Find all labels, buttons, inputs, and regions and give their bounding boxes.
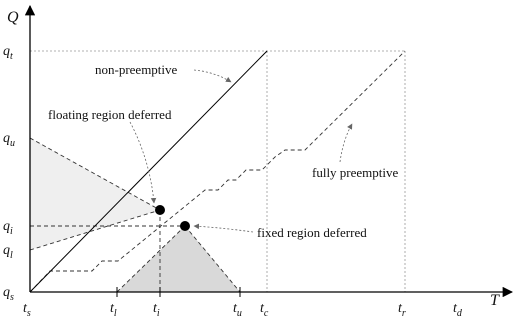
region-edge — [29, 209, 161, 251]
x-tick-label-sub: s — [27, 308, 31, 319]
x-tick-label: ts — [23, 301, 31, 319]
fixed-region — [117, 226, 240, 292]
y-tick-label-base: q — [3, 131, 10, 146]
y-tick-label-sub: s — [10, 292, 14, 303]
x-tick-label-base: t — [260, 301, 265, 316]
y-tick-label-base: q — [3, 44, 10, 59]
y-tick-label-sub: l — [10, 250, 13, 261]
x-tick-label-sub: u — [237, 308, 242, 319]
y-tick-label: qi — [3, 219, 13, 237]
arrow — [193, 223, 254, 233]
x-tick-label: tu — [233, 301, 242, 319]
point — [155, 205, 165, 215]
annotation: fully preemptive — [312, 165, 399, 180]
x-tick-label: tc — [260, 301, 269, 319]
x-tick-label-base: t — [110, 301, 115, 316]
annotation: non-preemptive — [95, 62, 178, 77]
x-tick-label-sub: i — [157, 308, 160, 319]
x-tick-label-base: t — [453, 301, 458, 316]
y-tick-label-sub: i — [10, 226, 13, 237]
point — [180, 221, 190, 231]
x-tick-label: td — [453, 301, 463, 319]
y-tick-label-base: q — [3, 219, 10, 234]
annotation: floating region deferred — [48, 107, 172, 122]
arrow — [193, 69, 232, 83]
y-tick-label: qu — [3, 131, 15, 149]
y-tick-label-base: q — [3, 285, 10, 300]
y-tick-label: qs — [3, 285, 14, 303]
y-tick-label: ql — [3, 243, 13, 261]
arrow — [129, 121, 157, 204]
floating-region — [30, 138, 160, 250]
region-edge — [29, 137, 161, 211]
x-tick-label-base: t — [23, 301, 28, 316]
x-tick-label-base: t — [153, 301, 158, 316]
y-tick-label: qt — [3, 44, 13, 62]
x-axis-label: T — [490, 292, 500, 309]
x-tick-label: ti — [153, 301, 160, 319]
x-tick-label-base: t — [233, 301, 238, 316]
arrow — [339, 123, 353, 163]
region-edge — [184, 225, 241, 293]
fully-preemptive-line — [29, 50, 406, 293]
y-tick-label-sub: t — [10, 51, 13, 62]
y-tick-label-base: q — [3, 243, 10, 258]
x-tick-label-sub: c — [264, 308, 269, 319]
x-tick-label-sub: d — [457, 308, 463, 319]
x-tick-label-base: t — [398, 301, 403, 316]
x-tick-label-sub: r — [402, 308, 406, 319]
x-tick-label: tl — [110, 301, 117, 319]
region-edge — [116, 225, 186, 293]
annotation: fixed region deferred — [257, 225, 367, 240]
y-axis-label: Q — [7, 9, 19, 26]
y-tick-label-sub: u — [10, 138, 15, 149]
x-tick-label-sub: l — [114, 308, 117, 319]
x-tick-label: tr — [398, 301, 406, 319]
